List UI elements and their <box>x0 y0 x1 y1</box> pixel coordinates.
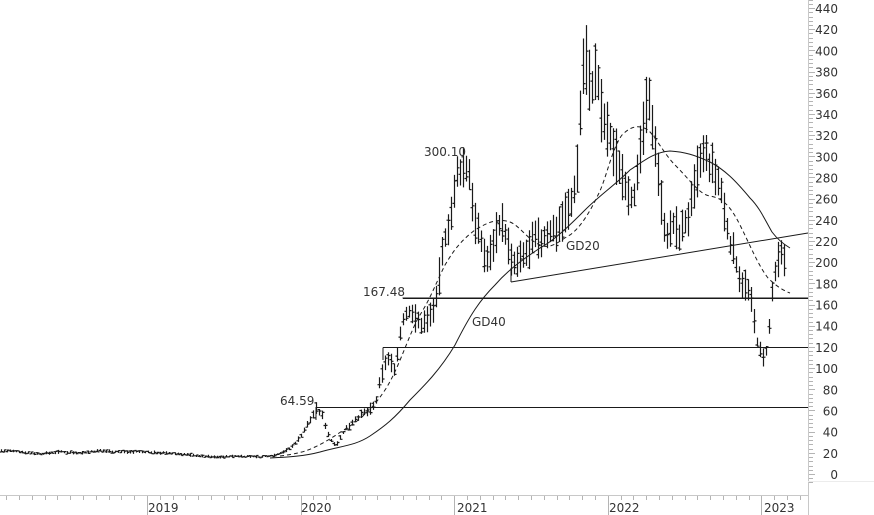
y-label: 400 <box>815 44 838 58</box>
gd40-moving-average <box>269 150 791 459</box>
x-label-2023: 2023 <box>764 501 795 515</box>
y-axis-labels: 4404204003803603403203002802602402202001… <box>815 2 838 482</box>
x-label-2021: 2021 <box>457 501 488 515</box>
y-label: 120 <box>815 341 838 355</box>
annotation-gd40: GD40 <box>472 315 506 329</box>
y-label: 40 <box>823 426 838 440</box>
support-line-64 <box>315 407 808 420</box>
x-label-2022: 2022 <box>609 501 640 515</box>
y-label: 160 <box>815 299 838 313</box>
annotation-level-167: 167.48 <box>363 285 405 299</box>
annotation-high-300: 300.10 <box>424 145 466 159</box>
y-label: 420 <box>815 23 838 37</box>
y-label: 440 <box>815 2 838 16</box>
y-label: 260 <box>815 193 838 207</box>
y-label: 340 <box>815 108 838 122</box>
y-axis-ticks <box>809 0 815 483</box>
y-label: 320 <box>815 129 838 143</box>
y-label: 220 <box>815 235 838 249</box>
ohlc-bar-path <box>0 25 787 459</box>
annotation-gd20: GD20 <box>566 239 600 253</box>
y-label: 200 <box>815 256 838 270</box>
y-label: 80 <box>823 383 838 397</box>
y-label: 20 <box>823 447 838 461</box>
resistance-line-167 <box>402 297 808 299</box>
x-axis-labels: 2019 2020 2021 2022 2023 <box>148 501 795 515</box>
y-label: 240 <box>815 214 838 228</box>
y-label: 60 <box>823 404 838 418</box>
price-bars <box>0 25 787 459</box>
x-label-2020: 2020 <box>301 501 332 515</box>
y-label: 280 <box>815 171 838 185</box>
x-label-2019: 2019 <box>148 501 179 515</box>
y-label: 380 <box>815 66 838 80</box>
support-lines <box>315 297 808 420</box>
x-axis-ticks <box>6 496 801 515</box>
annotation-level-64: 64.59 <box>280 394 314 408</box>
y-label: 180 <box>815 277 838 291</box>
y-label: 140 <box>815 320 838 334</box>
y-label: 360 <box>815 87 838 101</box>
y-label: 300 <box>815 150 838 164</box>
trendline <box>510 232 809 283</box>
y-label: 100 <box>815 362 838 376</box>
gd20-moving-average <box>279 126 791 457</box>
y-label: 0 <box>830 468 838 482</box>
